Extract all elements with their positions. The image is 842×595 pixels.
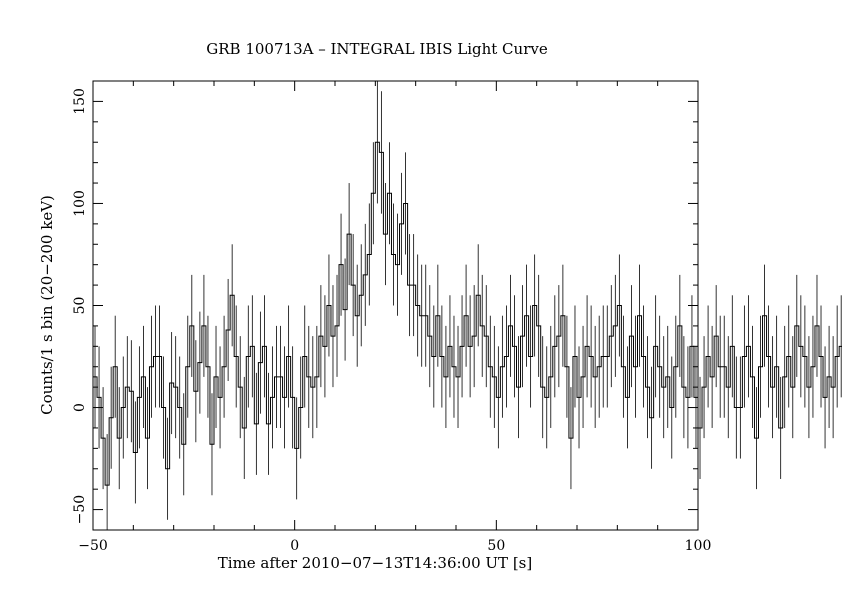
x-tick-label: 50: [487, 538, 505, 554]
x-tick-labels: −50 0 50 100: [78, 538, 711, 554]
y-tick-label: 50: [72, 297, 88, 315]
chart-title: GRB 100713A – INTEGRAL IBIS Light Curve: [206, 40, 548, 58]
plot-area: [92, 80, 842, 531]
y-tick-label: 100: [72, 190, 88, 217]
x-tick-label: 0: [290, 538, 299, 554]
tick-marks: [92, 80, 699, 530]
y-axis-label: Counts/1 s bin (20−200 keV): [38, 195, 56, 415]
y-tick-label: 150: [72, 88, 88, 115]
x-tick-label: 100: [685, 538, 712, 554]
x-tick-label: −50: [78, 538, 108, 554]
histogram-step-line: [93, 141, 842, 486]
x-axis-label: Time after 2010−07−13T14:36:00 UT [s]: [218, 554, 532, 572]
data-layer: [93, 81, 842, 530]
y-tick-label: −50: [72, 495, 88, 525]
y-tick-labels: −50 0 50 100 150: [72, 88, 88, 524]
y-tick-label: 0: [72, 403, 88, 412]
